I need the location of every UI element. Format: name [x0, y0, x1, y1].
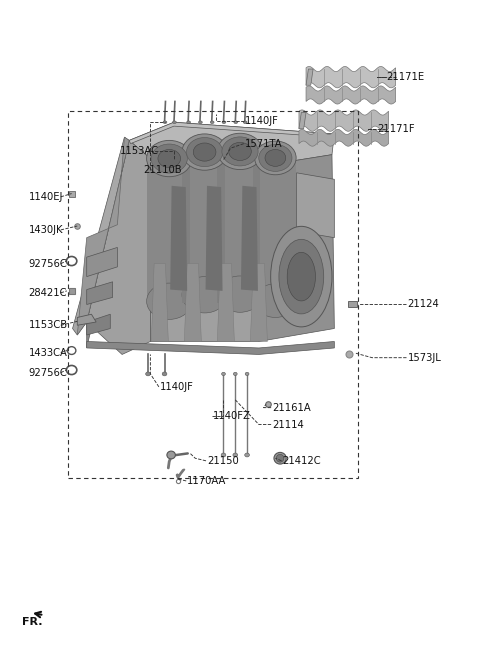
- Polygon shape: [299, 112, 306, 129]
- Polygon shape: [306, 69, 313, 85]
- Ellipse shape: [163, 121, 167, 124]
- Text: 21150: 21150: [207, 456, 239, 466]
- Polygon shape: [217, 160, 225, 303]
- Ellipse shape: [233, 373, 237, 376]
- Bar: [68, 111, 358, 478]
- Ellipse shape: [276, 455, 284, 462]
- Ellipse shape: [254, 284, 296, 317]
- Polygon shape: [146, 158, 192, 302]
- Polygon shape: [87, 342, 335, 354]
- Ellipse shape: [158, 150, 180, 168]
- Text: 28421C: 28421C: [29, 288, 67, 298]
- Text: 21124: 21124: [408, 299, 439, 309]
- Ellipse shape: [217, 276, 263, 312]
- Polygon shape: [129, 122, 335, 166]
- Ellipse shape: [172, 121, 176, 124]
- Ellipse shape: [217, 133, 263, 170]
- Polygon shape: [151, 263, 168, 342]
- Ellipse shape: [187, 137, 223, 167]
- Ellipse shape: [245, 453, 250, 457]
- Text: 1153CB: 1153CB: [29, 320, 68, 330]
- Ellipse shape: [167, 451, 175, 459]
- Ellipse shape: [287, 252, 315, 301]
- Text: 92756C: 92756C: [29, 259, 68, 269]
- Ellipse shape: [199, 121, 202, 124]
- Polygon shape: [253, 160, 260, 303]
- Polygon shape: [77, 137, 129, 335]
- Text: 21161A: 21161A: [272, 403, 311, 413]
- Text: 1571TA: 1571TA: [245, 139, 282, 148]
- Ellipse shape: [274, 453, 286, 464]
- Text: 1140FZ: 1140FZ: [213, 411, 251, 421]
- Polygon shape: [306, 86, 396, 104]
- Text: FR.: FR.: [22, 617, 43, 627]
- Polygon shape: [184, 263, 201, 342]
- Ellipse shape: [222, 137, 258, 166]
- Text: 21412C: 21412C: [282, 456, 321, 466]
- Text: 1433CA: 1433CA: [29, 348, 68, 357]
- Polygon shape: [254, 158, 296, 301]
- Text: 21171E: 21171E: [386, 72, 424, 82]
- Text: 92756C: 92756C: [29, 368, 68, 378]
- Ellipse shape: [222, 121, 226, 124]
- Ellipse shape: [234, 121, 238, 124]
- Ellipse shape: [254, 141, 296, 175]
- Ellipse shape: [271, 226, 332, 327]
- Polygon shape: [87, 282, 113, 304]
- Text: 1140JF: 1140JF: [245, 116, 278, 126]
- Polygon shape: [170, 186, 187, 291]
- Polygon shape: [182, 152, 227, 295]
- Ellipse shape: [245, 373, 249, 376]
- Polygon shape: [251, 263, 267, 342]
- Polygon shape: [77, 314, 96, 325]
- Polygon shape: [87, 141, 150, 354]
- Text: 21114: 21114: [272, 420, 304, 430]
- Polygon shape: [306, 66, 396, 88]
- Polygon shape: [182, 160, 190, 303]
- Polygon shape: [348, 301, 357, 307]
- Ellipse shape: [162, 372, 167, 376]
- Ellipse shape: [146, 283, 192, 319]
- Text: 21110B: 21110B: [144, 164, 182, 175]
- Polygon shape: [72, 137, 129, 335]
- Text: 1573JL: 1573JL: [408, 353, 441, 363]
- Polygon shape: [217, 151, 263, 294]
- Ellipse shape: [193, 143, 216, 161]
- Ellipse shape: [233, 453, 238, 457]
- Polygon shape: [150, 158, 259, 342]
- Polygon shape: [259, 154, 335, 342]
- Text: 1140JF: 1140JF: [160, 382, 194, 392]
- Polygon shape: [217, 263, 234, 342]
- Ellipse shape: [210, 121, 214, 124]
- Polygon shape: [297, 173, 335, 238]
- Ellipse shape: [243, 121, 247, 124]
- Ellipse shape: [151, 144, 187, 173]
- Ellipse shape: [187, 121, 191, 124]
- Polygon shape: [87, 248, 118, 277]
- Text: 1140EJ: 1140EJ: [29, 192, 63, 202]
- Ellipse shape: [222, 373, 226, 376]
- Ellipse shape: [259, 145, 292, 171]
- Text: 1153AC: 1153AC: [120, 147, 159, 156]
- Ellipse shape: [182, 134, 227, 170]
- Text: 1170AA: 1170AA: [187, 476, 227, 486]
- Text: 1430JK: 1430JK: [29, 225, 63, 235]
- Ellipse shape: [279, 239, 324, 314]
- Polygon shape: [87, 141, 129, 348]
- Polygon shape: [205, 186, 223, 291]
- Ellipse shape: [221, 453, 226, 457]
- Ellipse shape: [146, 141, 192, 177]
- Polygon shape: [129, 122, 335, 144]
- Ellipse shape: [228, 143, 252, 160]
- Polygon shape: [299, 129, 389, 147]
- Ellipse shape: [145, 372, 150, 376]
- Polygon shape: [241, 186, 258, 291]
- Ellipse shape: [265, 150, 286, 166]
- Text: 21171F: 21171F: [377, 124, 414, 134]
- Ellipse shape: [182, 277, 227, 313]
- Polygon shape: [299, 110, 389, 131]
- Polygon shape: [87, 314, 110, 335]
